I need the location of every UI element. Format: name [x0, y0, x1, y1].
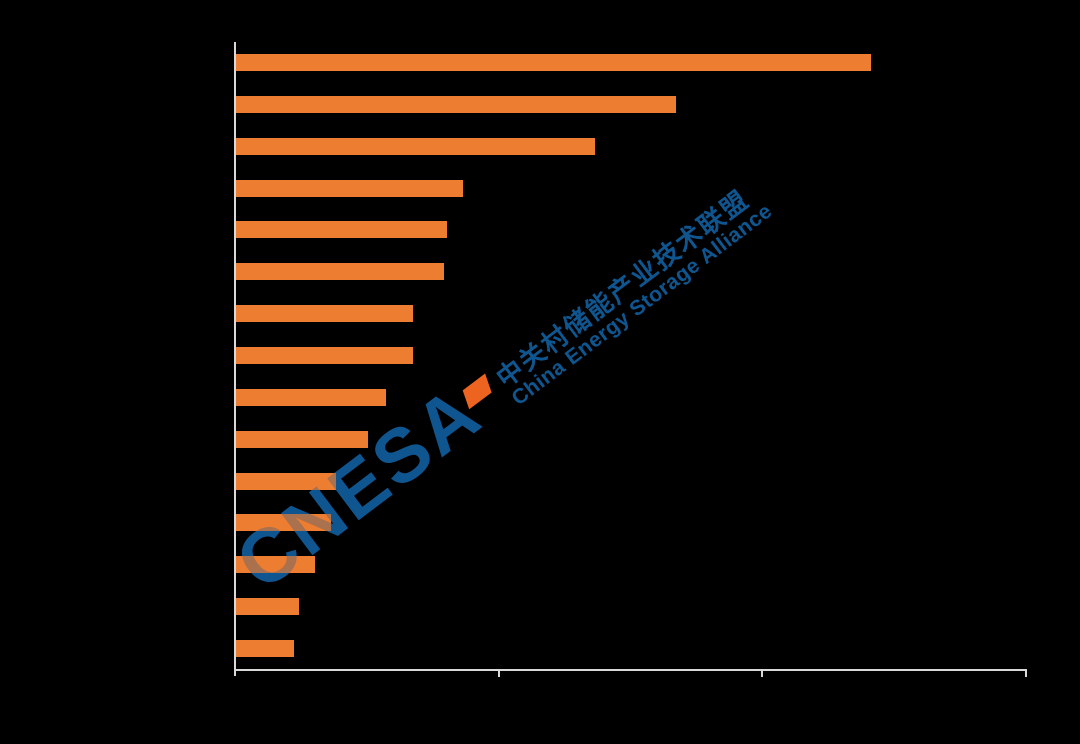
bar: [236, 95, 677, 113]
bar: [236, 598, 300, 616]
bar: [236, 137, 595, 155]
x-axis-line: [234, 669, 1027, 671]
bar: [236, 54, 872, 71]
bar: [236, 305, 413, 323]
bar: [236, 221, 447, 239]
bar: [236, 179, 463, 197]
bar: [236, 263, 445, 281]
bar: [236, 472, 337, 490]
bar: [236, 430, 368, 448]
bar: [236, 556, 316, 574]
x-axis-tick: [497, 671, 500, 677]
bar: [236, 388, 387, 406]
x-axis-tick: [761, 671, 764, 677]
x-axis-tick: [1025, 671, 1027, 677]
bar-series: [236, 42, 1027, 670]
bar: [236, 514, 331, 532]
bar: [236, 346, 413, 364]
bar: [236, 639, 294, 657]
y-axis-line: [234, 42, 236, 676]
